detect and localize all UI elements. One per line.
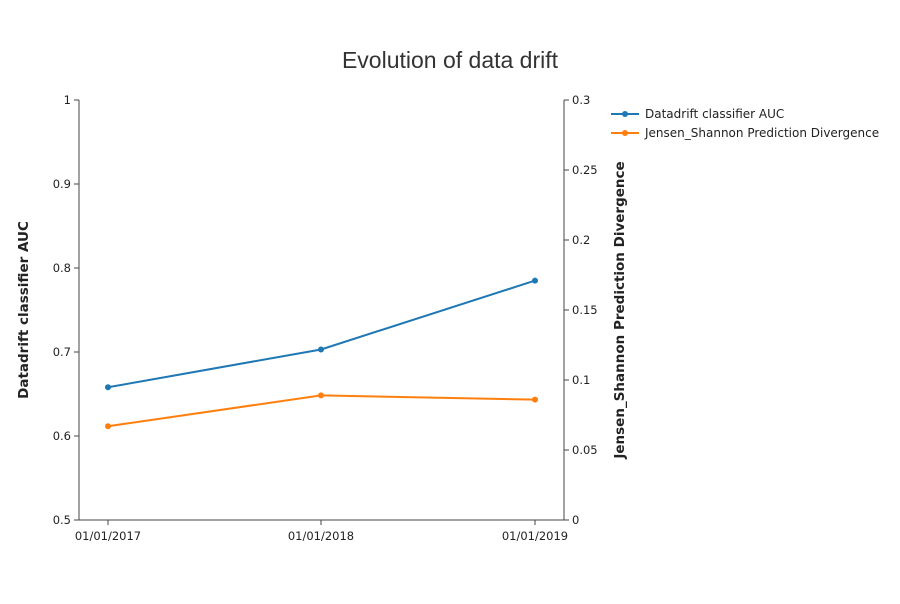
left-y-tick-label: 0.7 — [53, 345, 71, 359]
series-line-0 — [107, 279, 536, 389]
x-ticks: 01/01/2017 01/01/2018 01/01/2019 — [75, 520, 568, 543]
series-0-point[interactable] — [532, 277, 538, 284]
left-y-axis-title: Datadrift classifier AUC — [16, 221, 32, 399]
chart-title: Evolution of data drift — [342, 47, 559, 73]
series-1-point[interactable] — [318, 392, 324, 399]
series-group — [105, 277, 538, 430]
series-line-1 — [107, 394, 536, 428]
legend-swatch-marker — [622, 130, 628, 136]
left-y-tick-label: 0.8 — [53, 261, 71, 275]
left-y-tick-label: 0.6 — [53, 429, 71, 443]
right-y-tick-label: 0.25 — [572, 163, 598, 177]
series-1-point[interactable] — [105, 423, 111, 430]
left-y-tick-label: 0.9 — [53, 177, 71, 191]
right-y-tick-label: 0 — [572, 513, 579, 527]
right-y-tick-label: 0.05 — [572, 443, 598, 457]
right-y-tick-label: 0.3 — [572, 93, 590, 107]
right-y-axis-title: Jensen_Shannon Prediction Divergence — [612, 161, 628, 459]
x-tick-label: 01/01/2019 — [502, 529, 568, 543]
left-y-ticks: 0.5 0.6 0.7 0.8 0.9 1 — [53, 93, 79, 527]
right-y-tick-label: 0.15 — [572, 303, 598, 317]
series-0-point[interactable] — [318, 346, 324, 353]
series-0-point[interactable] — [105, 384, 111, 391]
x-tick-label: 01/01/2018 — [288, 529, 354, 543]
left-y-tick-label: 0.5 — [53, 513, 71, 527]
right-y-tick-label: 0.1 — [572, 373, 590, 387]
legend-swatch-marker — [622, 111, 628, 117]
right-y-ticks: 0 0.05 0.1 0.15 0.2 0.25 0.3 — [564, 93, 598, 527]
left-y-tick-label: 1 — [64, 93, 71, 107]
legend[interactable]: Datadrift classifier AUC Jensen_Shannon P… — [611, 107, 879, 140]
x-tick-label: 01/01/2017 — [75, 529, 141, 543]
series-1-point[interactable] — [532, 396, 538, 403]
legend-entry-label[interactable]: Jensen_Shannon Prediction Divergence — [644, 126, 879, 140]
right-y-tick-label: 0.2 — [572, 233, 590, 247]
legend-entry-label[interactable]: Datadrift classifier AUC — [645, 107, 784, 121]
